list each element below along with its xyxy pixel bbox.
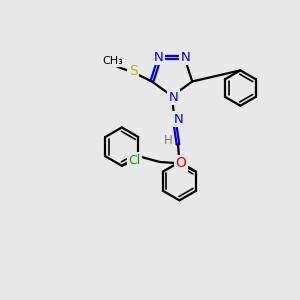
Text: N: N <box>169 91 179 104</box>
Text: CH₃: CH₃ <box>103 56 123 66</box>
Text: N: N <box>174 112 183 126</box>
Text: H: H <box>164 134 173 147</box>
Text: Cl: Cl <box>128 154 140 167</box>
Text: N: N <box>181 51 190 64</box>
Text: O: O <box>175 156 186 170</box>
Text: N: N <box>154 51 163 64</box>
Text: S: S <box>129 64 137 79</box>
